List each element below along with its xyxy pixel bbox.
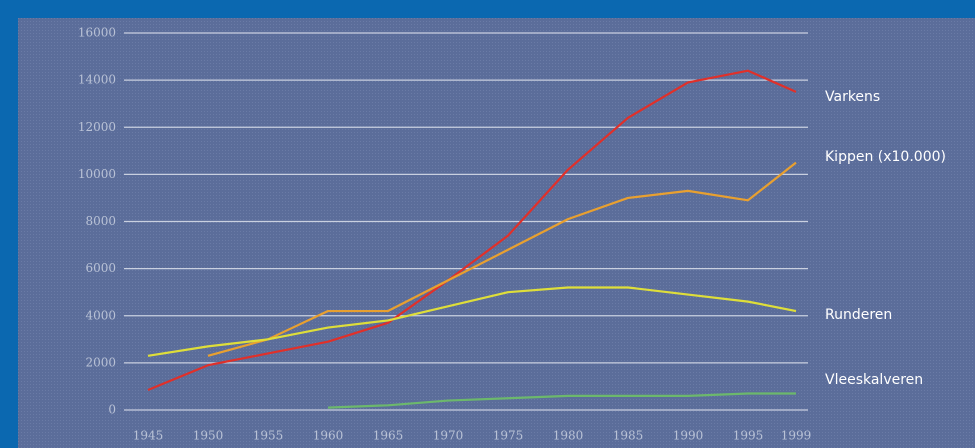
- x-tick-label: 1960: [313, 429, 344, 443]
- y-tick-label: 14000: [78, 73, 116, 87]
- series-label: Vleeskalveren: [825, 372, 923, 388]
- y-tick-label: 2000: [85, 355, 116, 369]
- x-tick-label: 1965: [373, 429, 404, 443]
- y-tick-label: 16000: [78, 26, 116, 40]
- x-tick-label: 1985: [613, 429, 644, 443]
- y-tick-label: 4000: [85, 308, 116, 322]
- y-tick-label: 8000: [85, 214, 116, 228]
- series-label: Varkens: [825, 89, 880, 105]
- plot-panel: [18, 18, 975, 448]
- x-tick-label: 1975: [493, 429, 524, 443]
- y-tick-label: 0: [108, 403, 116, 417]
- x-tick-label: 1970: [433, 429, 464, 443]
- series-line: [147, 286, 797, 357]
- x-tick-label: 1999: [781, 429, 812, 443]
- series-line: [327, 392, 796, 409]
- x-tick-label: 1995: [733, 429, 764, 443]
- series-line: [147, 69, 797, 391]
- x-tick-label: 1950: [193, 429, 224, 443]
- x-tick-label: 1955: [253, 429, 284, 443]
- series-label: Kippen (x10.000): [825, 149, 946, 165]
- x-tick-label: 1990: [673, 429, 704, 443]
- y-tick-label: 12000: [78, 120, 116, 134]
- series-label: Runderen: [825, 307, 892, 323]
- x-tick-label: 1980: [553, 429, 584, 443]
- y-tick-label: 6000: [85, 261, 116, 275]
- y-tick-label: 10000: [78, 167, 116, 181]
- x-tick-label: 1945: [133, 429, 164, 443]
- series-line: [207, 161, 797, 357]
